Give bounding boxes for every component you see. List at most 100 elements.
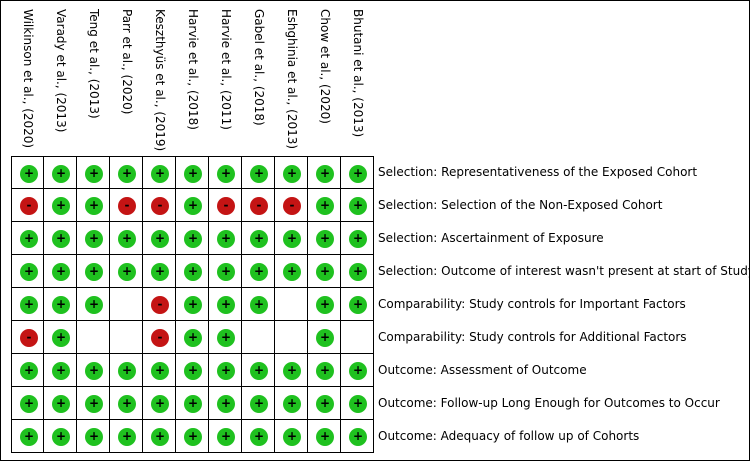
low-risk-marker: + — [316, 428, 334, 446]
rating-cell: - — [11, 321, 44, 354]
rating-cell: + — [341, 222, 374, 255]
low-risk-marker: + — [184, 197, 202, 215]
low-risk-marker: + — [20, 230, 38, 248]
low-risk-marker: + — [217, 230, 235, 248]
table-row: + + + + + + + + + + + — [11, 420, 374, 453]
rating-cell: + — [143, 387, 176, 420]
low-risk-marker: + — [184, 395, 202, 413]
low-risk-marker: + — [316, 197, 334, 215]
rating-cell — [110, 288, 143, 321]
rating-cell: + — [341, 288, 374, 321]
rating-cell: + — [11, 387, 44, 420]
low-risk-marker: + — [217, 329, 235, 347]
rating-cell: + — [341, 156, 374, 189]
rating-cell: - — [143, 321, 176, 354]
rating-cell: + — [275, 387, 308, 420]
low-risk-marker: + — [20, 362, 38, 380]
rating-cell: + — [209, 156, 242, 189]
domain-label: Selection: Selection of the Non-Exposed … — [378, 198, 663, 212]
rating-cell: + — [308, 288, 341, 321]
rating-cell: + — [77, 189, 110, 222]
rating-cell: + — [176, 255, 209, 288]
rating-cell: + — [110, 387, 143, 420]
low-risk-marker: + — [349, 296, 367, 314]
low-risk-marker: + — [52, 230, 70, 248]
rating-cell: + — [44, 354, 77, 387]
rating-cell: + — [308, 420, 341, 453]
low-risk-marker: + — [151, 428, 169, 446]
low-risk-marker: + — [349, 263, 367, 281]
high-risk-marker: - — [217, 197, 235, 215]
low-risk-marker: + — [85, 263, 103, 281]
rating-cell: + — [209, 222, 242, 255]
rating-cell: - — [143, 288, 176, 321]
rating-cell: + — [209, 354, 242, 387]
low-risk-marker: + — [52, 362, 70, 380]
low-risk-marker: + — [316, 230, 334, 248]
low-risk-marker: + — [85, 165, 103, 183]
study-labels: Wilkinson et al., (2020) Varady et al., (… — [1, 1, 381, 153]
low-risk-marker: + — [85, 395, 103, 413]
low-risk-marker: + — [349, 428, 367, 446]
study-label: Wilkinson et al., (2020) — [21, 9, 35, 149]
low-risk-marker: + — [20, 395, 38, 413]
table-row: + + + + + + + + + + + — [11, 354, 374, 387]
rating-cell: + — [275, 222, 308, 255]
rating-cell: + — [341, 420, 374, 453]
study-label: Varady et al., (2013) — [54, 9, 68, 133]
rating-cell: + — [44, 156, 77, 189]
study-label: Eshghinia et al., (2013) — [285, 9, 299, 150]
study-label: Gabel et al., (2018) — [252, 9, 266, 126]
table-row: - + + - - + - - - + + — [11, 189, 374, 222]
table-row: + + + + + + + + + + + — [11, 387, 374, 420]
rating-cell — [275, 288, 308, 321]
low-risk-marker: + — [283, 428, 301, 446]
low-risk-marker: + — [217, 296, 235, 314]
study-label: Teng et al., (2013) — [87, 9, 101, 119]
low-risk-marker: + — [20, 428, 38, 446]
rating-cell: + — [143, 255, 176, 288]
low-risk-marker: + — [85, 197, 103, 215]
rating-cell: + — [77, 156, 110, 189]
low-risk-marker: + — [151, 165, 169, 183]
low-risk-marker: + — [349, 197, 367, 215]
rating-cell: + — [143, 420, 176, 453]
low-risk-marker: + — [316, 296, 334, 314]
low-risk-marker: + — [85, 428, 103, 446]
low-risk-marker: + — [20, 263, 38, 281]
rating-cell — [110, 321, 143, 354]
rating-cell: + — [110, 255, 143, 288]
rating-cell: + — [44, 420, 77, 453]
low-risk-marker: + — [52, 329, 70, 347]
low-risk-marker: + — [250, 165, 268, 183]
rating-grid: + + + + + + + + + + + - + + - - + - - - + + + + + + + + + + + + + + + + + + + +… — [11, 156, 374, 453]
domain-label: Selection: Ascertainment of Exposure — [378, 231, 604, 245]
rating-cell: + — [275, 156, 308, 189]
low-risk-marker: + — [349, 230, 367, 248]
low-risk-marker: + — [184, 428, 202, 446]
low-risk-marker: + — [118, 428, 136, 446]
rating-cell: + — [143, 222, 176, 255]
rating-cell: + — [341, 387, 374, 420]
low-risk-marker: + — [349, 362, 367, 380]
low-risk-marker: + — [217, 263, 235, 281]
rating-cell: + — [176, 156, 209, 189]
rating-cell: + — [341, 189, 374, 222]
rating-cell: + — [242, 354, 275, 387]
study-label: Bhutani et al., (2013) — [351, 9, 365, 138]
low-risk-marker: + — [184, 165, 202, 183]
rating-cell: + — [110, 156, 143, 189]
rating-cell: + — [176, 387, 209, 420]
rating-cell: + — [242, 222, 275, 255]
low-risk-marker: + — [52, 165, 70, 183]
low-risk-marker: + — [316, 263, 334, 281]
domain-label: Selection: Representativeness of the Exp… — [378, 165, 698, 179]
rating-cell: + — [275, 354, 308, 387]
table-row: + + + + + + + + + + + — [11, 156, 374, 189]
high-risk-marker: - — [151, 296, 169, 314]
low-risk-marker: + — [184, 263, 202, 281]
rating-cell: + — [110, 420, 143, 453]
rating-cell: + — [11, 354, 44, 387]
rating-cell: + — [11, 222, 44, 255]
low-risk-marker: + — [217, 362, 235, 380]
